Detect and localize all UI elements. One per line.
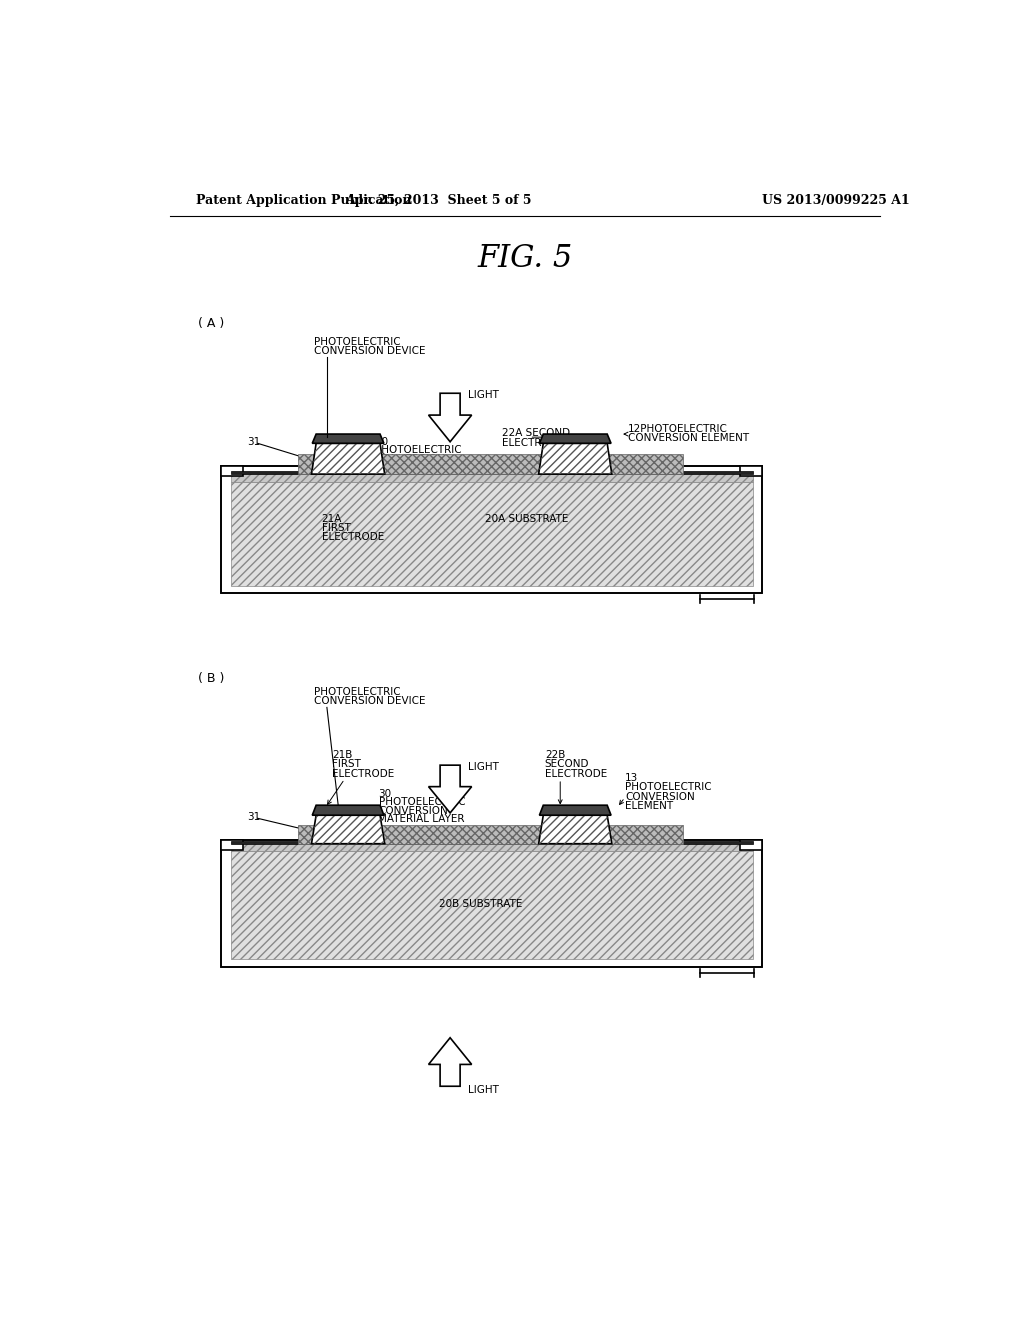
- Polygon shape: [312, 434, 384, 444]
- Text: 12PHOTOELECTRIC: 12PHOTOELECTRIC: [628, 424, 728, 434]
- Text: Apr. 25, 2013  Sheet 5 of 5: Apr. 25, 2013 Sheet 5 of 5: [345, 194, 531, 207]
- Bar: [230, 473, 753, 482]
- Bar: [221, 840, 762, 966]
- Text: US 2013/0099225 A1: US 2013/0099225 A1: [762, 194, 909, 207]
- Text: LIGHT: LIGHT: [468, 389, 499, 400]
- Text: 22A SECOND: 22A SECOND: [502, 428, 569, 438]
- Text: ELECTRODE: ELECTRODE: [333, 768, 394, 779]
- Polygon shape: [429, 393, 472, 442]
- Bar: [298, 454, 683, 474]
- Text: LIGHT: LIGHT: [468, 1085, 499, 1096]
- Bar: [298, 825, 683, 843]
- Text: PHOTOELECTRIC: PHOTOELECTRIC: [376, 445, 462, 455]
- Text: PHOTOELECTRIC: PHOTOELECTRIC: [313, 686, 400, 697]
- Text: ( A ): ( A ): [199, 317, 224, 330]
- Polygon shape: [540, 805, 611, 816]
- Bar: [740, 466, 762, 475]
- Text: CONVERSION: CONVERSION: [376, 454, 445, 463]
- Bar: [221, 840, 243, 850]
- Text: ELECTRODE: ELECTRODE: [322, 532, 384, 543]
- Text: PHOTOELECTRIC: PHOTOELECTRIC: [379, 797, 465, 807]
- Bar: [740, 840, 762, 850]
- Text: 31: 31: [248, 812, 261, 822]
- Polygon shape: [311, 816, 385, 843]
- Text: 21B: 21B: [333, 750, 352, 760]
- Text: PHOTOELECTRIC: PHOTOELECTRIC: [625, 783, 712, 792]
- Text: CONVERSION: CONVERSION: [379, 805, 449, 816]
- Polygon shape: [312, 805, 384, 816]
- Bar: [221, 840, 762, 966]
- Polygon shape: [311, 444, 385, 474]
- Bar: [221, 466, 762, 594]
- Text: ELECTRODE: ELECTRODE: [502, 437, 564, 447]
- Bar: [230, 482, 753, 586]
- Text: FIG. 5: FIG. 5: [477, 243, 572, 275]
- Polygon shape: [429, 766, 472, 813]
- Text: MATERIAL LAYER: MATERIAL LAYER: [376, 462, 462, 473]
- Text: CONVERSION ELEMENT: CONVERSION ELEMENT: [628, 433, 750, 444]
- Text: 20A SUBSTRATE: 20A SUBSTRATE: [484, 513, 568, 524]
- Text: ( B ): ( B ): [199, 672, 224, 685]
- Bar: [230, 471, 753, 474]
- Polygon shape: [539, 444, 611, 474]
- Text: MATERIAL LAYER: MATERIAL LAYER: [379, 814, 465, 824]
- Bar: [230, 841, 753, 843]
- Bar: [230, 842, 753, 851]
- Text: CONVERSION: CONVERSION: [625, 792, 694, 801]
- Text: 22B: 22B: [545, 750, 565, 760]
- Text: 20B SUBSTRATE: 20B SUBSTRATE: [438, 899, 522, 908]
- Text: LIGHT: LIGHT: [468, 762, 499, 772]
- Text: PHOTOELECTRIC: PHOTOELECTRIC: [313, 337, 400, 347]
- Bar: [230, 851, 753, 960]
- Text: 13: 13: [625, 774, 638, 783]
- Polygon shape: [539, 816, 611, 843]
- Text: 21A: 21A: [322, 513, 342, 524]
- Text: 31: 31: [248, 437, 261, 446]
- Text: CONVERSION DEVICE: CONVERSION DEVICE: [313, 696, 425, 706]
- Text: ELEMENT: ELEMENT: [625, 801, 673, 810]
- Text: 30: 30: [379, 788, 391, 799]
- Bar: [221, 466, 762, 594]
- Text: Patent Application Publication: Patent Application Publication: [196, 194, 412, 207]
- Polygon shape: [540, 434, 611, 444]
- Text: CONVERSION DEVICE: CONVERSION DEVICE: [313, 346, 425, 356]
- Polygon shape: [429, 1038, 472, 1086]
- Text: 30: 30: [376, 437, 388, 446]
- Text: FIRST: FIRST: [333, 759, 361, 770]
- Text: ELECTRODE: ELECTRODE: [545, 768, 607, 779]
- Bar: [221, 466, 243, 475]
- Text: SECOND: SECOND: [545, 759, 590, 770]
- Text: FIRST: FIRST: [322, 523, 350, 533]
